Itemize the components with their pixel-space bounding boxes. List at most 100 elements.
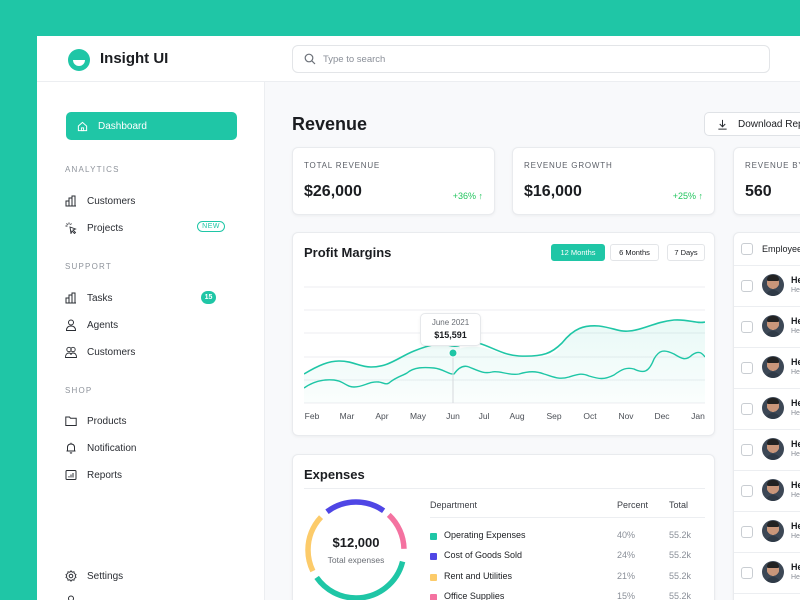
download-icon: [718, 119, 727, 130]
sidebar-item-projects[interactable]: Projects NEW: [65, 219, 235, 237]
department-percent: 15%: [617, 591, 636, 600]
employee-row[interactable]: He He: [734, 471, 800, 512]
x-axis-label: Nov: [618, 411, 634, 421]
sidebar-item-products[interactable]: Products: [65, 412, 235, 430]
tooltip-value: $15,591: [434, 330, 467, 340]
report-icon: [65, 470, 77, 480]
row-checkbox[interactable]: [741, 321, 753, 333]
stat-card-revenue-growth: REVENUE GROWTH $16,000 +25% ↑: [512, 147, 715, 215]
avatar: [762, 274, 784, 296]
folder-icon: [65, 416, 77, 426]
hover-point: [448, 348, 458, 358]
total-expenses-label: Total expenses: [327, 555, 385, 565]
row-checkbox[interactable]: [741, 362, 753, 374]
avatar: [762, 479, 784, 501]
employee-row[interactable]: He He: [734, 389, 800, 430]
range-7-days-button[interactable]: 7 Days: [667, 244, 705, 261]
sidebar-item-label: Agents: [87, 319, 119, 331]
avatar: [762, 397, 784, 419]
cursor-click-icon: [65, 222, 77, 234]
profit-line-chart[interactable]: [304, 273, 705, 413]
employee-row[interactable]: He He: [734, 348, 800, 389]
employee-name: He: [791, 562, 800, 572]
x-axis-label: Feb: [304, 411, 320, 421]
logo-icon: [68, 49, 90, 71]
department-total: 55.2k: [669, 530, 692, 540]
sidebar-item-customers[interactable]: Customers: [65, 192, 235, 210]
row-checkbox[interactable]: [741, 444, 753, 456]
sidebar-item-dashboard[interactable]: Dashboard: [66, 112, 237, 140]
sidebar-item-notification[interactable]: Notification: [65, 439, 235, 457]
department-name: Rent and Utilities: [444, 571, 513, 581]
employee-row[interactable]: He He: [734, 553, 800, 594]
divider: [430, 517, 705, 518]
employee-row[interactable]: He He: [734, 307, 800, 348]
table-row: Rent and Utilities 21% 55.2k: [430, 571, 700, 585]
sidebar-item-reports[interactable]: Reports: [65, 466, 235, 484]
employee-name: He: [791, 521, 800, 531]
sidebar-item-tasks[interactable]: Tasks 15: [65, 289, 235, 307]
sidebar-item-label: Products: [87, 415, 127, 427]
stat-value: 560: [745, 183, 772, 200]
search-input[interactable]: [323, 51, 743, 67]
avatar: [762, 520, 784, 542]
brand-name: Insight UI: [100, 50, 169, 67]
column-header-employee: Employee: [762, 244, 800, 254]
employee-row[interactable]: He He: [734, 430, 800, 471]
bar-chart-icon: [65, 195, 76, 207]
top-header: Insight UI: [37, 36, 800, 82]
x-axis-label: Apr: [375, 411, 389, 421]
department-name: Operating Expenses: [444, 530, 526, 540]
user-icon: [68, 595, 74, 600]
gear-icon: [65, 570, 77, 582]
employee-name: He: [791, 275, 800, 285]
avatar: [762, 315, 784, 337]
section-shop: SHOP: [65, 386, 93, 395]
sidebar-item-settings[interactable]: Settings: [65, 567, 235, 585]
range-12-months-button[interactable]: 12 Months: [551, 244, 605, 261]
section-analytics: ANALYTICS: [65, 165, 120, 174]
sidebar-item-support-customers[interactable]: Customers: [65, 343, 235, 361]
select-all-checkbox[interactable]: [741, 243, 753, 255]
row-checkbox[interactable]: [741, 485, 753, 497]
stat-value: $26,000: [304, 183, 362, 200]
row-checkbox[interactable]: [741, 567, 753, 579]
table-row: Cost of Goods Sold 24% 55.2k: [430, 550, 700, 564]
x-axis-label: Sep: [546, 411, 562, 421]
app-window: Insight UI Dashboard ANALYTICS Customers…: [37, 36, 800, 600]
total-expenses-value: $12,000: [332, 535, 380, 550]
row-checkbox[interactable]: [741, 403, 753, 415]
employee-name: He: [791, 316, 800, 326]
department-total: 55.2k: [669, 550, 692, 560]
sidebar-item-label: Customers: [87, 346, 136, 358]
employee-subtitle: He: [791, 328, 800, 335]
employee-subtitle: He: [791, 369, 800, 376]
department-percent: 24%: [617, 550, 636, 560]
department-total: 55.2k: [669, 591, 692, 600]
stat-card-total-revenue: TOTAL REVENUE $26,000 +36% ↑: [292, 147, 495, 215]
employees-card: Employee He He He He He He: [733, 232, 800, 600]
stat-change: +36% ↑: [452, 191, 483, 201]
employee-subtitle: He: [791, 533, 800, 540]
chart-tooltip: June 2021 $15,591: [420, 313, 481, 346]
department-percent: 40%: [617, 530, 636, 540]
range-6-months-button[interactable]: 6 Months: [610, 244, 659, 261]
stat-label: TOTAL REVENUE: [304, 161, 381, 170]
download-report-button[interactable]: Download Rep: [704, 112, 800, 136]
search-box[interactable]: [292, 45, 770, 73]
x-axis-label: May: [409, 411, 427, 421]
x-axis-label: Aug: [509, 411, 525, 421]
employee-row[interactable]: He He: [734, 512, 800, 553]
row-checkbox[interactable]: [741, 526, 753, 538]
user-icon: [65, 319, 77, 331]
bar-chart-icon: [65, 292, 76, 304]
employee-subtitle: He: [791, 451, 800, 458]
employee-row[interactable]: He He: [734, 266, 800, 307]
sidebar-item-label: Projects: [87, 222, 124, 234]
sidebar-item-partial[interactable]: [65, 592, 235, 600]
sidebar-item-agents[interactable]: Agents: [65, 316, 235, 334]
expenses-donut-chart[interactable]: [304, 498, 408, 600]
row-checkbox[interactable]: [741, 280, 753, 292]
department-total: 55.2k: [669, 571, 692, 581]
avatar: [762, 356, 784, 378]
